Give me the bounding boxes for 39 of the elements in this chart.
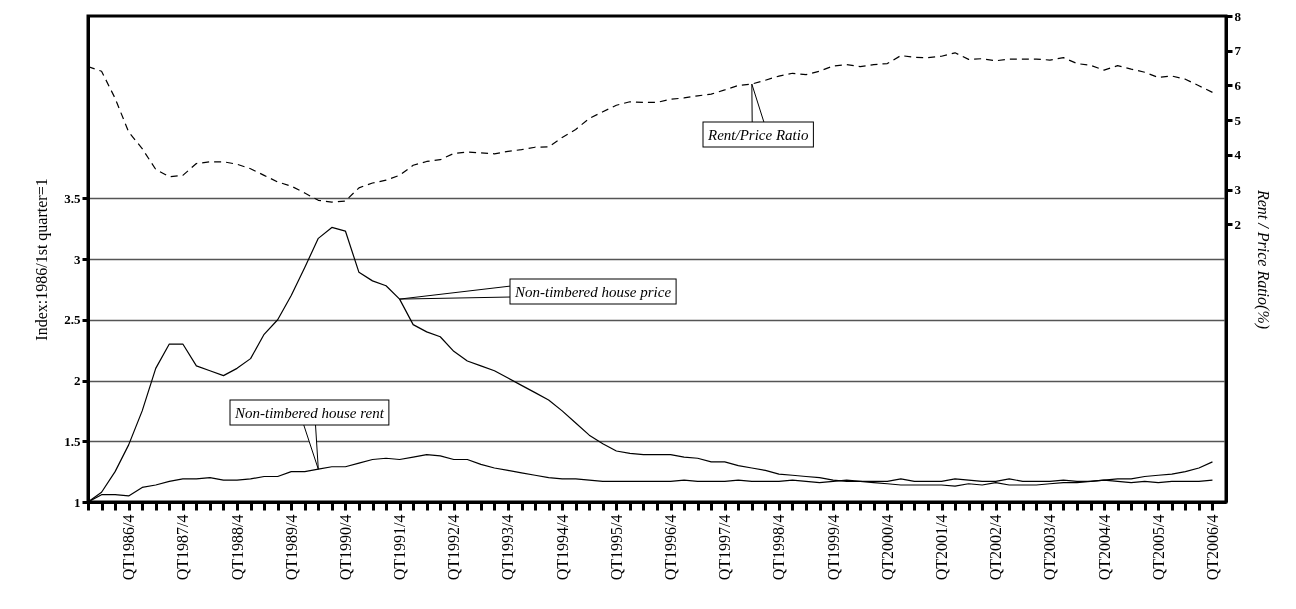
y-axis-title: Index:1986/1st quarter=1 [33,178,52,341]
x-tick-label: QT2003/4 [1041,514,1059,581]
y-tick-label: 3 [74,251,81,267]
y2-tick-label: 8 [1234,8,1242,24]
x-tick-label: QT1992/4 [445,514,463,581]
x-tick-label: QT2004/4 [1095,514,1113,581]
x-tick-label: QT1994/4 [553,514,571,581]
x-tick-label: QT1991/4 [391,514,409,581]
x-tick-label: QT1990/4 [336,514,354,581]
y-tick-label: 1.5 [64,433,81,449]
label-callout: Rent/Price Ratio [702,83,814,148]
x-tick-label: QT2002/4 [987,514,1005,581]
x-tick-label: QT1999/4 [824,514,842,581]
x-tick-label: QT1986/4 [120,514,138,581]
label-callout: Non-timbered house rent [229,399,390,470]
x-tick-label: QT2000/4 [878,514,896,581]
x-tick-label: QT1998/4 [770,514,788,581]
x-tick-label: QT1988/4 [228,514,246,581]
y2-tick-label: 4 [1234,147,1242,163]
x-tick-label: QT1995/4 [607,514,625,581]
x-tick-label: QT1989/4 [282,514,300,581]
y2-tick-label: 3 [1234,182,1242,198]
y-tick-label: 2 [74,373,81,388]
x-tick-label: QT1993/4 [499,514,517,581]
x-tick-label: QT1997/4 [716,514,734,581]
y2-axis-title: Rent / Price Ratio(%) [1254,188,1272,330]
y-tick-label: 3.5 [64,190,81,206]
x-tick-label: QT1987/4 [174,514,192,581]
y2-tick-label: 6 [1234,77,1242,93]
label-callout: Non-timbered house price [399,278,677,305]
x-tick-label: QT2006/4 [1203,514,1221,581]
x-tick-label: QT1996/4 [662,514,680,581]
y2-tick-label: 5 [1234,112,1242,128]
y-tick-label: 2.5 [64,312,81,328]
y2-tick-label: 2 [1234,216,1241,232]
y-tick-label: 1 [74,494,81,510]
y2-tick-label: 7 [1234,43,1242,59]
x-tick-label: QT2001/4 [933,514,950,581]
x-tick-label: QT2005/4 [1149,514,1167,581]
